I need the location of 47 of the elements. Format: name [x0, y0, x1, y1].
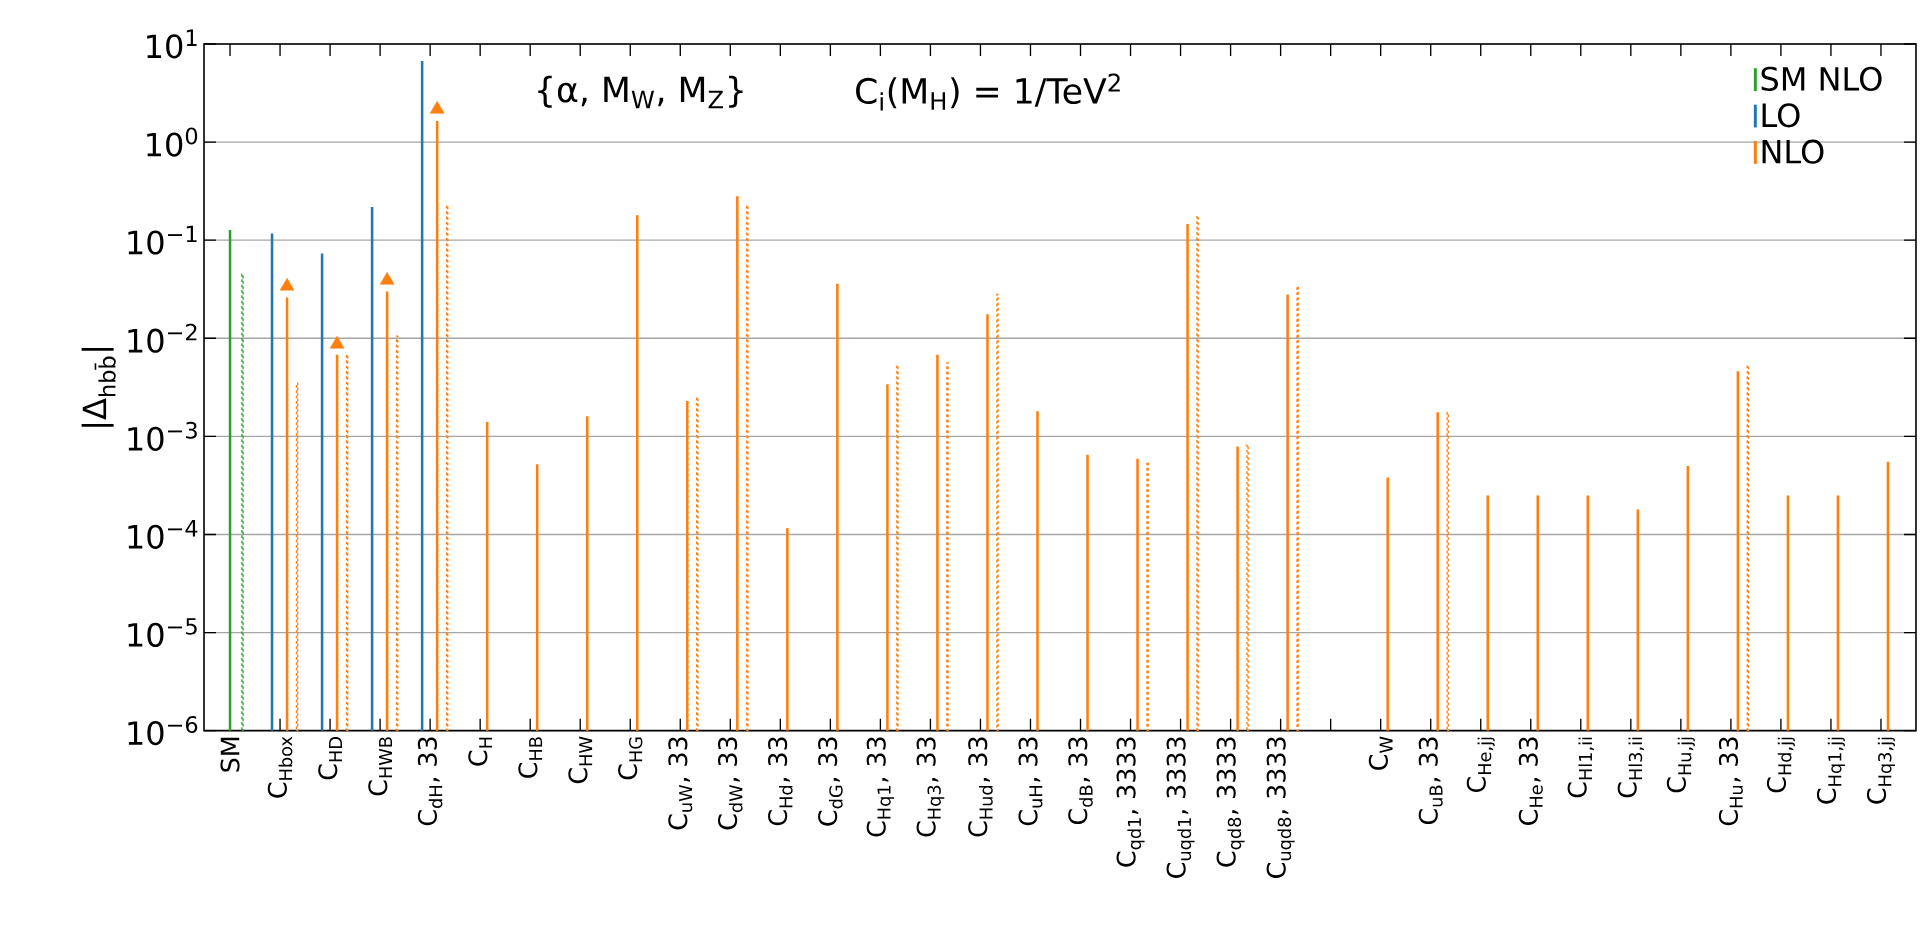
x-tick-label: C$_{Hud}$, 33: [968, 737, 993, 837]
x-tick-label: C$_{uqd8}$, 3333: [1266, 737, 1295, 878]
x-tick-label: C$_{Hu}$, 33: [1718, 737, 1743, 826]
annotation: {α, M$_{W}$, M$_{Z}$}: [538, 75, 743, 109]
y-tick-label: 10$^{−2}$: [128, 323, 197, 353]
x-tick-label: C$_{He,jj}$: [1466, 737, 1495, 793]
legend-label: LO: [1762, 103, 1800, 128]
x-tick-label: C$_{Hq1}$, 33: [866, 737, 895, 837]
y-tick-label: 10$^{−5}$: [128, 618, 197, 647]
x-tick-label: C$_{dG}$, 33: [818, 737, 843, 826]
y-tick-label: 10$^{−1}$: [128, 225, 197, 255]
x-tick-label: C$_{uH}$, 33: [1018, 737, 1043, 826]
y-tick-label: 10$^{−3}$: [128, 421, 197, 451]
x-tick-label: C$_{Hbox}$: [267, 736, 293, 798]
x-tick-label: C$_{HW}$: [568, 736, 593, 784]
x-tick-label: C$_{HD}$: [318, 737, 342, 780]
x-tick-label: C$_{Hl1,ii}$: [1567, 737, 1594, 798]
x-tick-label: C$_{Hd}$, 33: [768, 737, 793, 826]
x-tick-label: C$_{H}$: [468, 737, 493, 766]
legend-label: SM NLO: [1761, 66, 1882, 91]
x-tick-label: C$_{Hd,jj}$: [1766, 737, 1795, 793]
y-tick-label: 10$^{−6}$: [128, 716, 198, 746]
x-tick-label: SM: [220, 737, 240, 772]
x-tick-label: C$_{Hq3,jj}$: [1866, 737, 1895, 804]
x-tick-label: C$_{dH}$, 33: [417, 737, 443, 826]
x-tick-label: C$_{W}$: [1368, 736, 1393, 770]
x-tick-label: C$_{HWB}$: [368, 737, 393, 796]
x-tick-label: C$_{Hu,jj}$: [1666, 737, 1695, 793]
y-tick-label: 10$^{0}$: [147, 127, 198, 157]
y-tick-label: 10$^{−4}$: [128, 520, 198, 549]
x-tick-label: C$_{qd1}$, 3333: [1116, 737, 1145, 867]
x-tick-label: C$_{uW}$, 33: [668, 737, 693, 830]
x-tick-label: C$_{Hq3}$, 33: [916, 737, 945, 837]
x-tick-label: C$_{HB}$: [518, 737, 543, 778]
x-tick-label: C$_{He}$, 33: [1518, 737, 1543, 825]
x-tick-label: C$_{Hq1,jj}$: [1816, 737, 1845, 804]
x-tick-label: C$_{uqd1}$, 3333: [1166, 737, 1195, 878]
x-tick-label: C$_{Hl3,ii}$: [1617, 737, 1645, 798]
legend-label: NLO: [1762, 139, 1824, 164]
x-tick-label: C$_{dW}$, 33: [718, 737, 743, 830]
y-axis-title: |Δ$_{hbb̄}$|: [81, 348, 116, 427]
x-tick-label: C$_{qd8}$, 3333: [1216, 737, 1245, 867]
y-tick-label: 10$^{1}$: [147, 29, 197, 59]
x-tick-label: C$_{uB}$, 33: [1418, 737, 1443, 825]
x-tick-label: C$_{dB}$, 33: [1068, 737, 1093, 825]
x-tick-label: C$_{HG}$: [618, 737, 643, 780]
annotation: C$_{i}$(M$_{H}$) = 1/TeV$^{2}$: [856, 73, 1120, 111]
